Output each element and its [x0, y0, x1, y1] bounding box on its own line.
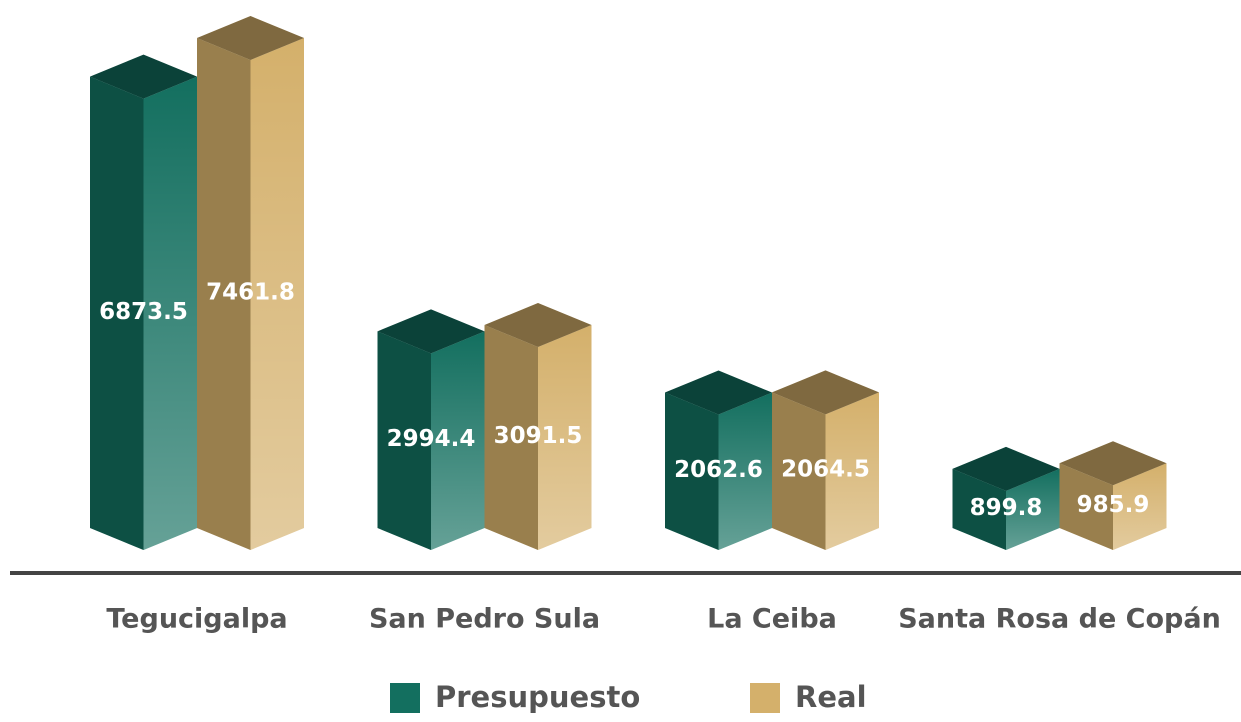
bar-top	[952, 446, 1060, 491]
bar-shade	[377, 331, 431, 550]
data-label: 2994.4	[387, 426, 476, 452]
x-tick-label: Santa Rosa de Copán	[898, 604, 1221, 635]
bar-top	[1059, 441, 1167, 486]
bar-shine	[825, 392, 879, 550]
bar-top	[665, 370, 772, 415]
data-label: 6873.5	[99, 299, 188, 325]
data-label: 2062.6	[674, 457, 763, 483]
bar-shine	[431, 331, 485, 550]
bar	[1059, 463, 1113, 550]
bar-top-shade	[772, 370, 879, 415]
bar-top-shade	[484, 302, 592, 347]
bar	[90, 76, 144, 550]
bar-shine	[1006, 468, 1060, 550]
bar	[484, 324, 538, 550]
bar-shade	[772, 392, 826, 550]
bar-top-shade	[1059, 441, 1167, 486]
data-label: 899.8	[970, 495, 1043, 521]
bar-top	[772, 370, 879, 415]
bar-top-shade	[90, 54, 197, 99]
x-tick-label: La Ceiba	[707, 604, 837, 635]
data-label: 7461.8	[206, 280, 295, 306]
bar-shine	[250, 38, 304, 550]
data-label: 3091.5	[494, 423, 583, 449]
bar-top	[197, 16, 304, 60]
legend-label: Real	[795, 680, 867, 714]
x-tick-label: Tegucigalpa	[106, 604, 287, 635]
bar	[377, 331, 431, 550]
bar-shade	[1059, 463, 1113, 550]
legend-swatch	[750, 683, 780, 713]
bar-shade	[484, 324, 538, 550]
bar-shade	[90, 76, 144, 550]
bar-shine	[538, 324, 592, 550]
x-tick-label: San Pedro Sula	[369, 604, 600, 635]
bar-shine	[1113, 463, 1167, 550]
bar	[952, 468, 1006, 550]
bar-top-shade	[665, 370, 772, 415]
bar	[772, 392, 826, 550]
legend-label: Presupuesto	[435, 680, 640, 714]
data-label: 2064.5	[781, 457, 870, 483]
bar-top	[484, 302, 592, 347]
bar-shine	[718, 392, 772, 550]
bar-top	[90, 54, 197, 99]
bar-top	[377, 309, 485, 354]
bar	[197, 38, 251, 550]
bar-top-shade	[952, 446, 1060, 491]
data-label: 985.9	[1077, 492, 1150, 518]
legend-swatch	[390, 683, 420, 713]
bar-shade	[952, 468, 1006, 550]
bar-shine	[143, 76, 197, 550]
bar-shade	[665, 392, 719, 550]
bar-top-shade	[197, 16, 304, 60]
bar-top-shade	[377, 309, 485, 354]
bar	[665, 392, 719, 550]
bar-shade	[197, 38, 251, 550]
